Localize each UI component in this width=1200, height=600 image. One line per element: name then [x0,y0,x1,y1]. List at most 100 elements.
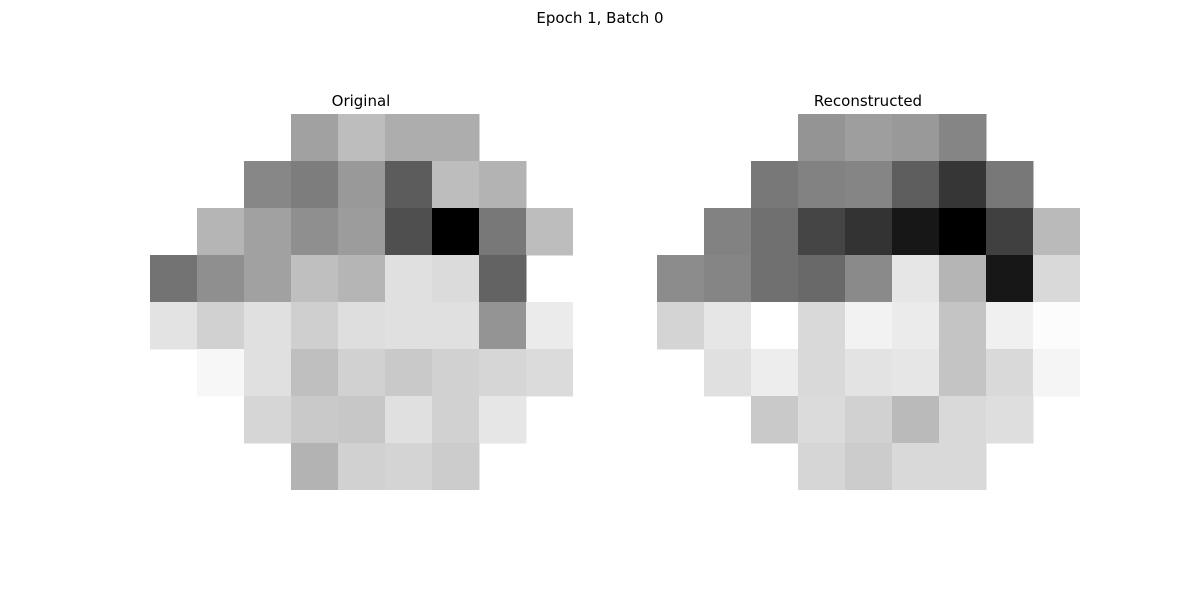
pixel-r0-c6 [939,114,987,162]
pixel-r5-c4 [845,349,893,397]
original-image [150,114,574,491]
pixel-r4-c5 [892,302,940,350]
pixel-r5-c5 [892,349,940,397]
pixel-r5-c3 [291,349,339,397]
pixel-r5-c6 [939,349,987,397]
pixel-r5-c1 [704,349,752,397]
pixel-r2-c6 [939,208,987,256]
pixel-r0-c4 [845,114,893,162]
pixel-r5-c1 [197,349,245,397]
pixel-r2-c4 [845,208,893,256]
pixel-r6-c7 [479,396,527,444]
pixel-r1-c3 [291,161,339,209]
reconstructed-image [657,114,1081,491]
pixel-r1-c5 [892,161,940,209]
pixel-r6-c7 [986,396,1034,444]
pixel-r5-c6 [432,349,480,397]
pixel-r0-c3 [798,114,846,162]
pixel-r7-c6 [432,443,480,491]
pixel-r3-c2 [751,255,799,303]
pixel-r4-c0 [657,302,705,350]
pixel-r3-c4 [338,255,386,303]
pixel-r3-c1 [197,255,245,303]
pixel-r3-c3 [798,255,846,303]
pixel-r3-c5 [385,255,433,303]
pixel-r2-c3 [798,208,846,256]
pixel-r1-c6 [432,161,480,209]
original-title: Original [331,92,391,110]
pixel-r4-c6 [939,302,987,350]
pixel-r5-c2 [751,349,799,397]
pixel-r5-c8 [526,349,574,397]
pixel-r1-c7 [479,161,527,209]
pixel-r6-c6 [432,396,480,444]
pixel-r4-c8 [526,302,574,350]
pixel-r3-c3 [291,255,339,303]
pixel-r5-c4 [338,349,386,397]
reconstructed-title: Reconstructed [813,92,923,110]
pixel-r2-c7 [479,208,527,256]
pixel-r6-c3 [291,396,339,444]
pixel-r0-c6 [432,114,480,162]
pixel-r2-c1 [197,208,245,256]
pixel-r2-c2 [751,208,799,256]
pixel-r3-c7 [986,255,1034,303]
pixel-r4-c4 [338,302,386,350]
pixel-r4-c0 [150,302,198,350]
pixel-r0-c5 [385,114,433,162]
pixel-r5-c2 [244,349,292,397]
pixel-r1-c4 [845,161,893,209]
pixel-r4-c1 [197,302,245,350]
pixel-r6-c6 [939,396,987,444]
pixel-r4-c3 [291,302,339,350]
pixel-r7-c5 [892,443,940,491]
pixel-r3-c6 [432,255,480,303]
pixel-r3-c0 [150,255,198,303]
pixel-r1-c7 [986,161,1034,209]
pixel-r5-c5 [385,349,433,397]
pixel-r1-c2 [244,161,292,209]
pixel-r7-c4 [845,443,893,491]
pixel-r6-c4 [845,396,893,444]
pixel-r2-c4 [338,208,386,256]
pixel-r6-c4 [338,396,386,444]
pixel-r3-c6 [939,255,987,303]
pixel-r5-c7 [479,349,527,397]
pixel-r5-c3 [798,349,846,397]
pixel-r3-c4 [845,255,893,303]
figure-title: Epoch 1, Batch 0 [536,9,664,27]
pixel-r4-c4 [845,302,893,350]
pixel-grid [150,114,574,491]
pixel-r2-c5 [892,208,940,256]
pixel-r2-c2 [244,208,292,256]
pixel-r6-c2 [244,396,292,444]
pixel-r4-c7 [479,302,527,350]
pixel-r4-c5 [385,302,433,350]
pixel-r1-c2 [751,161,799,209]
pixel-r6-c3 [798,396,846,444]
pixel-r2-c8 [526,208,574,256]
pixel-r1-c4 [338,161,386,209]
pixel-r3-c7 [479,255,527,303]
pixel-r6-c2 [751,396,799,444]
pixel-r6-c5 [892,396,940,444]
pixel-r5-c8 [1033,349,1081,397]
pixel-r7-c4 [338,443,386,491]
pixel-r7-c3 [291,443,339,491]
pixel-r7-c3 [798,443,846,491]
pixel-r1-c3 [798,161,846,209]
pixel-r3-c1 [704,255,752,303]
pixel-r2-c1 [704,208,752,256]
pixel-r2-c8 [1033,208,1081,256]
pixel-r4-c1 [704,302,752,350]
pixel-r6-c5 [385,396,433,444]
pixel-r0-c5 [892,114,940,162]
pixel-r4-c7 [986,302,1034,350]
pixel-r4-c3 [798,302,846,350]
pixel-r2-c6 [432,208,480,256]
pixel-r7-c6 [939,443,987,491]
pixel-r7-c5 [385,443,433,491]
pixel-r2-c3 [291,208,339,256]
pixel-r4-c6 [432,302,480,350]
